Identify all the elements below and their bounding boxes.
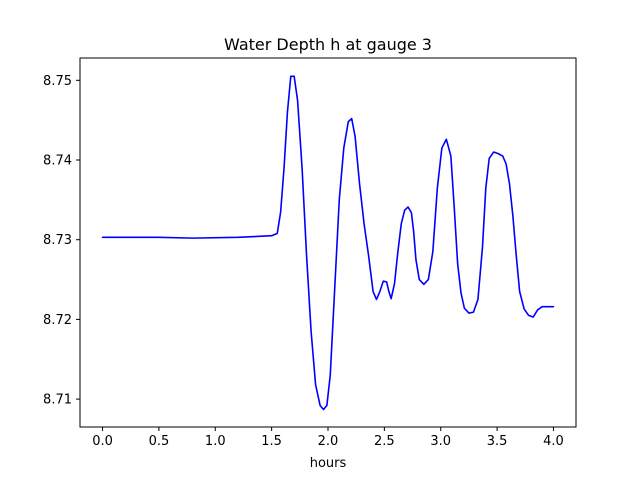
plot-area [101,75,555,411]
series-line-0 [101,75,555,411]
x-tick-label: 0.5 [149,434,170,449]
x-tick-label: 1.0 [205,434,226,449]
x-axis: 0.0 0.5 1.0 1.5 2.0 2.5 3.0 3.5 4.0 [92,427,564,449]
x-tick-label: 2.0 [318,434,339,449]
chart-title: Water Depth h at gauge 3 [224,35,432,54]
x-tick-label: 1.5 [261,434,282,449]
y-tick-label: 8.71 [43,393,72,408]
y-tick-label: 8.73 [43,233,72,248]
x-axis-label: hours [310,456,347,471]
x-tick-label: 3.0 [430,434,451,449]
x-tick-label: 0.0 [92,434,113,449]
y-tick-label: 8.74 [43,154,72,169]
x-tick-label: 2.5 [374,434,395,449]
x-tick-label: 4.0 [543,434,564,449]
x-tick-label: 3.5 [487,434,508,449]
y-tick-label: 8.75 [43,74,72,89]
y-axis: 8.71 8.72 8.73 8.74 8.75 [43,74,80,408]
plot-frame [79,57,577,428]
y-tick-label: 8.72 [43,313,72,328]
